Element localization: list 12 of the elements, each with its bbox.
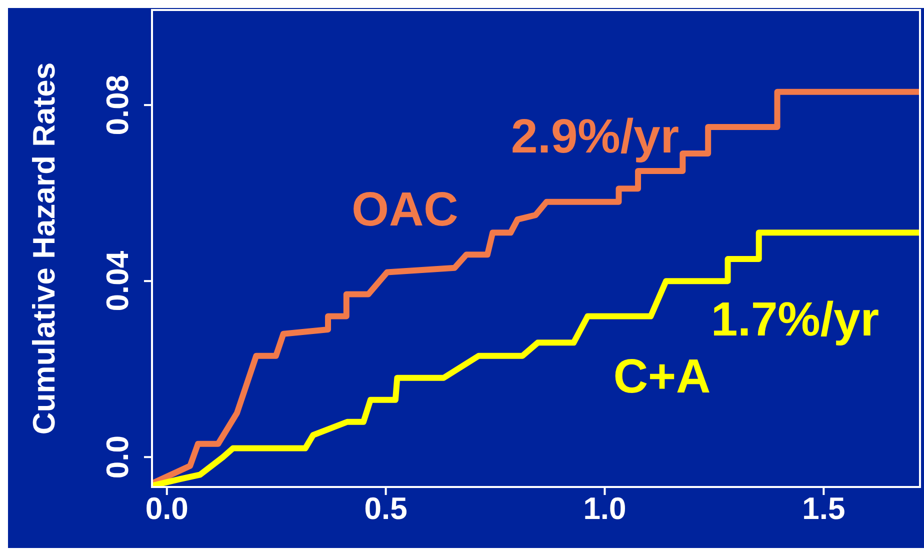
x-tick-label: 1.5 [802,491,846,526]
y-tick-label: 0.08 [100,74,135,136]
y-axis-title: Cumulative Hazard Rates [26,62,62,435]
y-tick-label: 0.04 [100,250,135,312]
series-label: OAC [352,184,458,236]
x-tick-label: 1.0 [583,491,626,526]
x-tick-label: 0.5 [364,491,408,526]
series-label: C+A [613,350,711,404]
annotation: 1.7%/yr [710,294,880,346]
y-tick-label: 0.0 [100,436,135,479]
annotation: 2.9%/yr [510,110,680,164]
x-tick-label: 0.0 [145,491,188,526]
